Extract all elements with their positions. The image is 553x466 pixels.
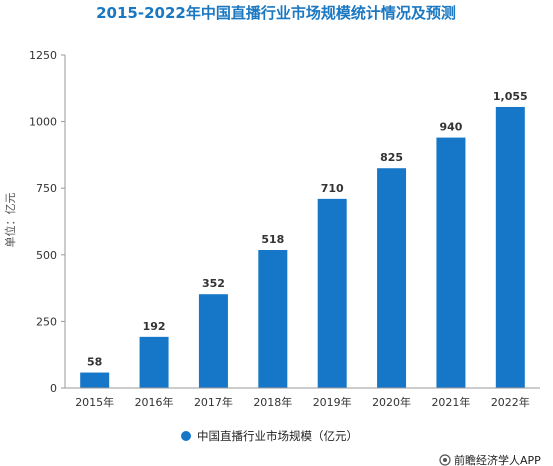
chart-title: 2015-2022年中国直播行业市场规模统计情况及预测: [96, 4, 456, 22]
source-watermark: 前瞻经济学人APP: [439, 453, 541, 466]
bar-value-label: 352: [202, 277, 225, 290]
bar[interactable]: [495, 106, 525, 388]
x-tick-label: 2021年: [431, 395, 470, 409]
x-tick-label: 2016年: [135, 395, 174, 409]
x-tick-label: 2019年: [313, 395, 352, 409]
bar-value-label: 1,055: [493, 90, 528, 103]
bars-group: [80, 106, 525, 388]
y-tick-label: 250: [36, 315, 57, 328]
bar-labels-group: 58 192 352 518 710 825 940 1,055: [87, 90, 528, 369]
legend-label: 中国直播行业市场规模（亿元）: [197, 429, 358, 443]
x-tick-label: 2017年: [194, 395, 233, 409]
bar-value-label: 58: [87, 356, 102, 369]
x-tick-label: 2022年: [491, 395, 530, 409]
x-tick-label: 2020年: [372, 395, 411, 409]
bar[interactable]: [317, 198, 347, 388]
y-tick-label: 1000: [29, 116, 57, 129]
x-tick-label: 2015年: [75, 395, 114, 409]
source-text: 前瞻经济学人APP: [454, 453, 541, 466]
bar[interactable]: [258, 250, 288, 388]
y-tick-label: 750: [36, 182, 57, 195]
y-tick-label: 0: [50, 382, 57, 395]
x-tick-label: 2018年: [253, 395, 292, 409]
y-ticks: 0 250 500 750 1000 1250: [29, 49, 65, 395]
x-ticks: 2015年 2016年 2017年 2018年 2019年 2020年 2021年 2022年: [65, 387, 540, 409]
y-axis-label: 单位：亿元: [3, 193, 17, 248]
bar-value-label: 825: [380, 151, 403, 164]
bar-value-label: 710: [321, 182, 344, 195]
y-tick-label: 1250: [29, 49, 57, 62]
bar[interactable]: [80, 372, 110, 388]
source-logo-dot: [443, 458, 447, 462]
bar[interactable]: [139, 336, 169, 388]
bar-value-label: 518: [261, 233, 284, 246]
source-logo-icon: [439, 454, 451, 466]
legend[interactable]: 中国直播行业市场规模（亿元）: [181, 429, 358, 443]
bar[interactable]: [377, 168, 407, 388]
bar-value-label: 940: [439, 121, 462, 134]
bar[interactable]: [198, 294, 228, 388]
y-tick-label: 500: [36, 249, 57, 262]
legend-marker: [181, 431, 191, 441]
bar[interactable]: [436, 137, 466, 388]
bar-value-label: 192: [143, 320, 166, 333]
